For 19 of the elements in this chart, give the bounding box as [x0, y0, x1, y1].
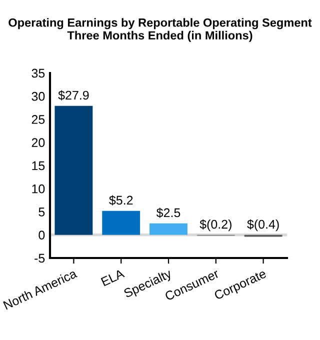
x-tick-label: ELA	[100, 268, 125, 286]
bar	[54, 106, 93, 235]
y-tick-label: 10	[32, 184, 45, 194]
y-tick-label: 15	[32, 161, 45, 170]
data-label: $(0.2)	[200, 219, 232, 232]
data-label: $(0.4)	[247, 219, 279, 232]
y-tick-label: 35	[32, 68, 45, 78]
y-tick-label: 25	[32, 115, 45, 124]
data-label: $27.9	[58, 90, 89, 100]
bar	[102, 210, 140, 235]
data-label: $2.5	[156, 208, 180, 218]
y-tick-label: 0	[38, 230, 45, 240]
y-tick-label: -5	[34, 254, 45, 263]
y-tick-label: 5	[38, 208, 45, 216]
bar	[150, 223, 188, 235]
chart-title: Operating Earnings by Reportable Operating Segment Three Months Ended (in Millions)	[8, 18, 312, 42]
y-tick-label: 30	[32, 92, 45, 101]
y-tick-label: 20	[32, 138, 45, 148]
data-label: $5.2	[109, 195, 133, 206]
